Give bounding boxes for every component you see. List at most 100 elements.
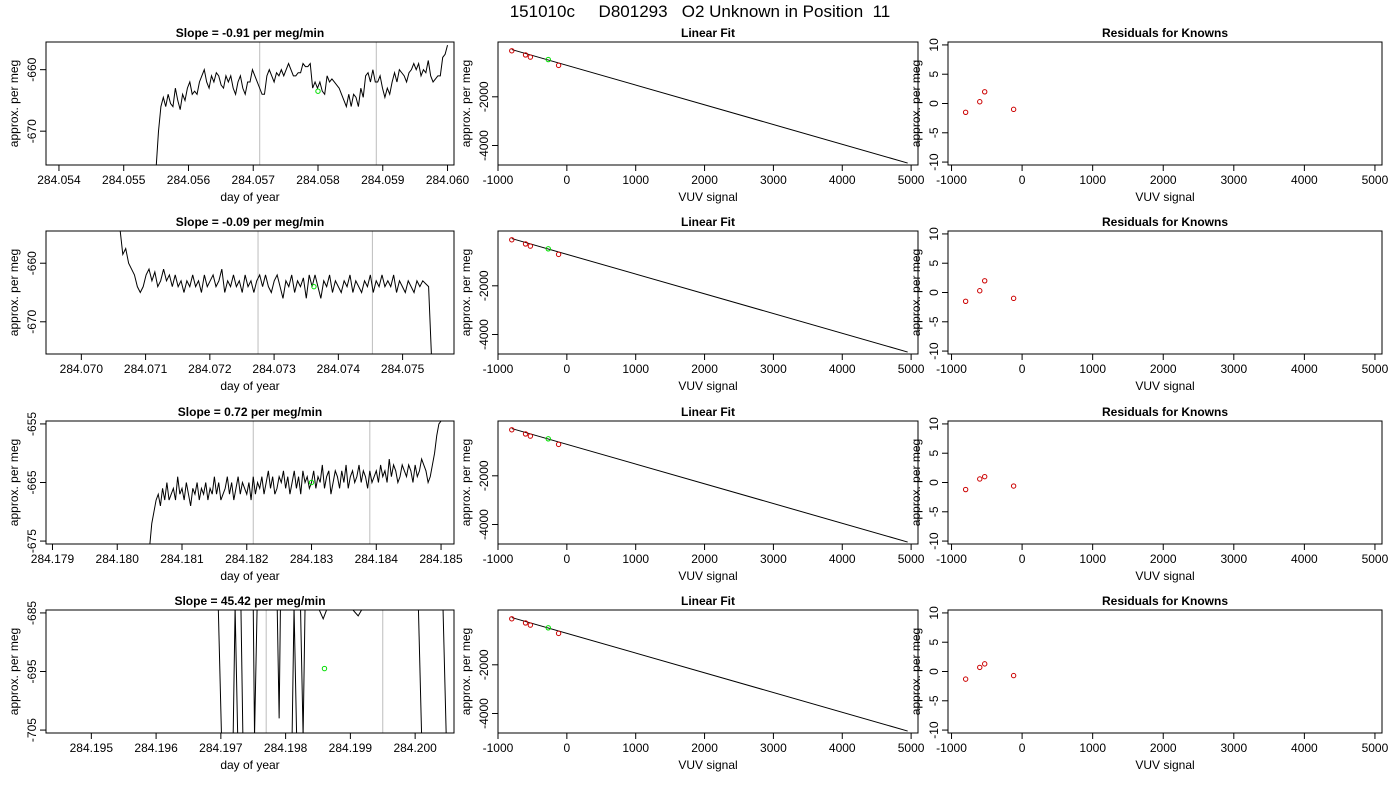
panel-title: Linear Fit [681,215,735,229]
x-tick-label: 0 [1019,741,1026,755]
y-tick-label: -705 [25,718,39,742]
x-tick-label: 0 [564,362,571,376]
signal-trace [119,231,432,354]
panel-fit-row4: Linear Fit -1000 0 1000 2000 3000 4000 5000 -400… [459,594,925,772]
residual-point [1010,106,1017,113]
x-axis-label: VUV signal [678,379,737,393]
x-axis-label: VUV signal [678,758,737,772]
y-tick-label: -670 [25,309,39,333]
x-tick-label: 284.070 [60,362,104,376]
plot-area [509,48,908,164]
y-tick-label: 5 [927,450,941,457]
signal-trace [252,610,258,733]
x-tick-label: 4000 [1291,173,1318,187]
plot-area [119,231,432,354]
panel-fit-row2: Linear Fit -1000 0 1000 2000 3000 4000 5000 -400… [459,215,925,393]
y-axis-label: approx. per meg [7,60,21,147]
known-point [555,251,562,258]
y-tick-label: -4000 [477,509,491,540]
known-point [555,630,562,637]
y-tick-label: -5 [927,127,941,138]
x-tick-label: 3000 [1220,362,1247,376]
x-axis-label: day of year [220,758,279,772]
x-tick-label: 5000 [898,552,925,566]
panel-fit-row3: Linear Fit -1000 0 1000 2000 3000 4000 5000 -400… [459,405,925,583]
x-tick-label: 1000 [1079,741,1106,755]
signal-trace [232,610,239,733]
x-tick-label: 284.196 [134,741,178,755]
x-tick-label: 284.198 [264,741,308,755]
unknown-mean-point [315,88,321,94]
x-tick-label: 1000 [622,741,649,755]
residual-point [1010,483,1017,489]
x-tick-label: 0 [564,741,571,755]
x-tick-label: 284.071 [124,362,168,376]
residual-point [962,298,969,304]
unknown-point [545,436,551,442]
y-tick-label: -2000 [477,649,491,680]
plot-frame [947,609,1383,734]
x-tick-label: 1000 [622,362,649,376]
y-tick-label: -4000 [477,130,491,161]
fit-line [511,428,908,543]
residual-point [962,676,969,682]
known-point [509,48,515,54]
x-tick-label: 4000 [829,552,856,566]
signal-trace [217,610,222,733]
x-tick-label: 0 [1019,173,1026,187]
panel-title: Linear Fit [681,405,735,419]
x-tick-label: 284.185 [419,552,463,566]
x-tick-label: -1000 [936,362,967,376]
plot-frame [45,230,455,355]
x-axis-label: VUV signal [678,569,737,583]
panel-resid-row4: Residuals for Knowns -1000 0 1000 2000 3000 40… [909,594,1389,772]
signal-trace [300,610,306,733]
y-tick-label: -2000 [477,460,491,491]
y-tick-label: -2000 [477,81,491,112]
x-tick-label: 1000 [1079,552,1106,566]
panel-title: Residuals for Knowns [1102,405,1228,419]
panel-resid-row1: Residuals for Knowns -1000 0 1000 2000 3000 40… [909,26,1389,204]
x-tick-label: 284.058 [296,173,340,187]
residual-point [977,99,983,105]
plot-frame [947,230,1383,355]
plot-frame [497,41,919,166]
y-axis-label: approx. per meg [459,628,473,715]
signal-trace [149,421,442,544]
plot-frame [947,420,1383,545]
known-point [522,52,529,58]
plot-area [155,42,449,165]
x-tick-label: 5000 [1362,552,1389,566]
panel-fit-row1: Linear Fit -1000 0 1000 2000 3000 4000 5000 -400… [459,26,925,204]
panel-resid-row2: Residuals for Knowns -1000 0 1000 2000 3000 40… [909,215,1389,393]
y-tick-label: 5 [927,639,941,646]
y-tick-label: -10 [927,721,941,739]
plot-frame [497,420,919,545]
known-point [522,431,529,437]
x-tick-label: 2000 [691,552,718,566]
x-tick-label: 5000 [1362,362,1389,376]
x-tick-label: 2000 [1150,741,1177,755]
y-axis-label: approx. per meg [909,628,923,715]
page-title: 151010c D801293 O2 Unknown in Position 1… [509,2,891,21]
panel-title: Residuals for Knowns [1102,215,1228,229]
plot-area [509,616,908,732]
plot-frame [497,230,919,355]
panel-title: Residuals for Knowns [1102,26,1228,40]
x-tick-label: 2000 [1150,173,1177,187]
x-axis-label: VUV signal [678,190,737,204]
x-tick-label: 2000 [691,741,718,755]
panel-time-row4: Slope = 45.42 per meg/min 284.195 284.196 2… [7,594,455,772]
y-axis-label: approx. per meg [7,249,21,336]
known-point [509,237,515,243]
x-axis-label: VUV signal [1135,379,1194,393]
x-tick-label: 284.184 [355,552,399,566]
unknown-point [545,56,551,63]
x-tick-label: 2000 [691,362,718,376]
y-axis-label: approx. per meg [7,628,21,715]
panel-title: Linear Fit [681,26,735,40]
y-tick-label: 10 [927,606,941,620]
residual-point [977,476,983,482]
unknown-mean-point [311,283,317,290]
